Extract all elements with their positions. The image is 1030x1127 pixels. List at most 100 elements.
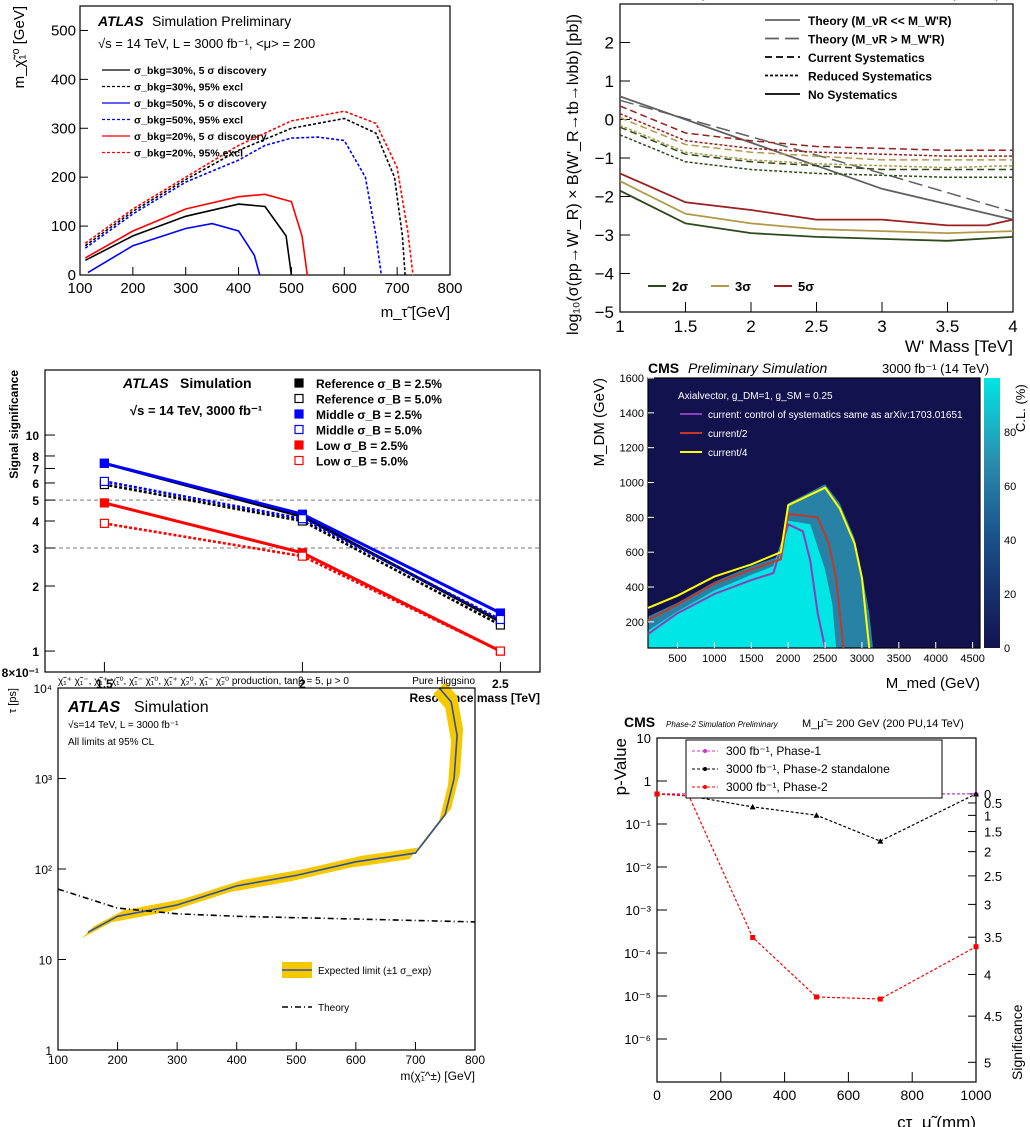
data-point xyxy=(814,994,819,1000)
x-tick-label: 500 xyxy=(279,280,304,297)
annotation: Axialvector, g_DM=1, g_SM = 0.25 xyxy=(678,391,833,402)
y-axis-label: log₁₀(σ(pp→W'_R) × B(W'_R→tb→lνbb) [pb]) xyxy=(565,14,582,335)
x-axis-label: m(χ̃₁^±) [GeV] xyxy=(400,1069,475,1083)
x-tick-label: 3000 xyxy=(850,653,874,665)
y-tick-label: 1 xyxy=(45,1044,52,1058)
chart-subtitle: Simulation xyxy=(180,375,252,391)
y-tick-label: 1600 xyxy=(620,373,644,385)
x-axis-label: m_τ̃ [GeV] xyxy=(381,304,450,321)
header-label: M_μ̃ = 200 GeV (200 PU,14 TeV) xyxy=(802,718,964,730)
legend-box xyxy=(685,739,943,799)
series-line xyxy=(656,793,977,1000)
x-tick-label: 400 xyxy=(773,1087,797,1103)
series-line xyxy=(84,193,309,276)
x-tick-label: 800 xyxy=(901,1087,925,1103)
series-line xyxy=(87,222,261,276)
legend-entry: σ_bkg=50%, 5 σ discovery xyxy=(134,98,267,110)
chart-title: CMS xyxy=(624,714,655,730)
y-tick-label: 200 xyxy=(626,617,644,629)
legend-entry: σ_bkg=20%, 95% excl xyxy=(134,148,243,160)
chart-title: ATLAS xyxy=(97,13,144,29)
colorbar-tick-label: 60 xyxy=(1004,481,1016,493)
series-line xyxy=(619,172,1014,227)
y-axis-label: τ [ps] xyxy=(7,688,19,713)
legend-entry: 3σ xyxy=(735,279,751,294)
right-tick-label: 2 xyxy=(984,845,991,860)
chart-subtitle: Simulation xyxy=(134,699,209,716)
data-point xyxy=(99,476,110,487)
data-point xyxy=(495,646,505,656)
legend-entry: Middle σ_B = 5.0% xyxy=(316,424,422,438)
series-line xyxy=(619,116,1013,161)
legend-marker xyxy=(703,785,707,789)
legend-entry: Reduced Systematics xyxy=(808,70,932,84)
panel-atlas-stau: 100 200 300 400 500 600 700 8000100200300400500… xyxy=(11,5,463,321)
y-tick-label: −4 xyxy=(595,265,614,284)
right-tick-label: 1 xyxy=(984,808,991,823)
y-axis-label: m_χ̃₁⁰ [GeV] xyxy=(11,6,28,88)
x-tick-label: 200 xyxy=(709,1087,733,1103)
legend-entry: 3000 fb⁻¹, Phase-2 standalone xyxy=(726,762,890,776)
y-tick-label: −1 xyxy=(595,149,614,168)
series-line xyxy=(619,99,1014,213)
x-tick-label: 600 xyxy=(837,1087,861,1103)
legend-marker xyxy=(703,749,707,753)
legend-entry: Current Systematics xyxy=(808,51,925,65)
right-tick-label: 4.5 xyxy=(984,1009,1002,1024)
colorbar-tick-label: 0 xyxy=(1004,643,1010,655)
legend-entry: 2σ xyxy=(672,279,688,294)
series-line xyxy=(84,110,414,276)
x-tick-label: 4500 xyxy=(960,653,984,665)
legend-entry: No Systematics xyxy=(808,88,898,102)
x-tick-label: 300 xyxy=(167,1053,187,1067)
right-tick-label: 3 xyxy=(984,897,991,912)
legend-entry: 300 fb⁻¹, Phase-1 xyxy=(726,744,821,758)
data-point xyxy=(99,458,110,468)
chart-subtitle: Simulation Preliminary xyxy=(152,13,291,29)
x-tick-label: 2.5 xyxy=(492,677,509,691)
data-point xyxy=(99,518,110,528)
legend-marker xyxy=(294,455,304,466)
y-tick-label: 1400 xyxy=(620,408,644,420)
legend-marker xyxy=(294,409,304,419)
y-tick-label: 10⁻⁴ xyxy=(624,946,651,961)
x-tick-label: 100 xyxy=(48,1053,68,1067)
legend-entry: 5σ xyxy=(798,279,814,294)
series-line xyxy=(87,687,458,934)
legend-entry: Reference σ_B = 2.5% xyxy=(316,377,442,391)
right-tick-label: 5 xyxy=(984,1055,991,1070)
x-tick-label: 200 xyxy=(108,1053,128,1067)
x-tick-label: 3.5 xyxy=(936,317,960,336)
y-tick-label: −2 xyxy=(595,188,614,207)
right-tick-label: 4 xyxy=(984,967,991,982)
x-tick-label: 4000 xyxy=(923,653,947,665)
chart-title: ATLAS xyxy=(67,699,120,716)
legend-entry: current/4 xyxy=(708,448,748,459)
lumi-label: 3000 fb⁻¹ (14 TeV) xyxy=(893,0,1000,1)
data-point xyxy=(99,498,110,508)
data-point xyxy=(877,996,883,1002)
x-tick-label: 400 xyxy=(227,1053,247,1067)
y-axis-label: p-Value xyxy=(611,738,630,795)
y-tick-label: 1200 xyxy=(620,443,644,455)
model-label: Pure Higgsino xyxy=(412,676,475,687)
x-tick-label: 400 xyxy=(226,280,251,297)
data-point xyxy=(877,838,884,844)
legend-entry: Middle σ_B = 2.5% xyxy=(316,408,422,422)
chart-subtitle: Phase-2 Simulation Preliminary xyxy=(666,720,779,729)
y-tick-label: 400 xyxy=(51,71,76,88)
y-tick-label: 5 xyxy=(32,494,39,508)
annotation: All limits at 95% CL xyxy=(68,737,155,748)
x-tick-label: 1000 xyxy=(702,653,726,665)
colorbar-tick-label: 40 xyxy=(1004,535,1016,547)
series-line xyxy=(619,95,1014,221)
panel-cms-wprime: 1 1.5 2 2.5 3 3.5 4 −5 −4 −3 −2 −1 0 1 2 W' Mass [TeV] l… xyxy=(565,0,1018,356)
data-point xyxy=(750,934,756,940)
legend-entry: σ_bkg=30%, 95% excl xyxy=(134,82,243,94)
legend-entry: Expected limit (±1 σ_exp) xyxy=(318,966,431,977)
series-line xyxy=(84,136,383,276)
legend-entry: σ_bkg=50%, 95% excl xyxy=(134,115,243,127)
series-line xyxy=(57,888,476,923)
data-point xyxy=(973,944,979,950)
y-tick-label: 1 xyxy=(644,774,651,789)
